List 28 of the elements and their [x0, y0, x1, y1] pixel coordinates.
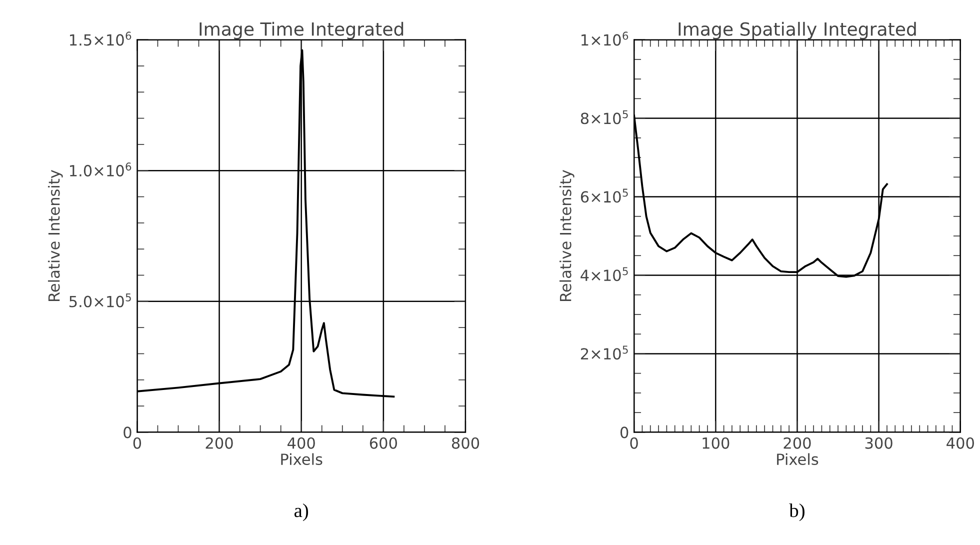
y-tick-label: 1.0×10$^{6}$: [70, 162, 132, 176]
x-tick-label: 0: [630, 437, 638, 449]
y-tick-label: 0: [620, 426, 628, 438]
x-tick-label: 600: [370, 437, 397, 449]
x-tick-label: 200: [784, 437, 811, 449]
x-tick-label: 400: [288, 437, 315, 449]
y-tick-label: 1×10$^{6}$: [582, 32, 628, 46]
x-tick-label: 0: [133, 437, 142, 449]
text: a): [294, 503, 308, 522]
chart-title: Image Spatially Integrated: [678, 22, 916, 40]
x-tick-label: 400: [946, 437, 974, 449]
x-tick-label: 200: [206, 437, 233, 449]
y-tick-label: 5.0×10$^{5}$: [70, 293, 131, 308]
y-tick-label: 6×10$^{5}$: [580, 188, 628, 203]
chart-title: Image Time Integrated: [200, 22, 404, 40]
y-tick-label: 2×10$^{5}$: [580, 346, 628, 360]
text: b): [789, 503, 804, 522]
y-axis-title: Relative Intensity: [48, 170, 63, 301]
y-tick-label: 4×10$^{5}$: [580, 267, 628, 282]
y-tick-label: 8×10$^{5}$: [580, 110, 628, 124]
y-tick-label: 0: [124, 426, 132, 438]
y-tick-label: 1.5×10$^{6}$: [70, 32, 132, 46]
x-axis-title: Pixels: [777, 453, 818, 466]
x-tick-label: 300: [865, 437, 892, 449]
y-axis-title: Relative Intensity: [560, 170, 574, 301]
x-tick-label: 800: [452, 437, 480, 449]
x-axis-title: Pixels: [281, 453, 322, 466]
x-tick-label: 100: [702, 437, 730, 449]
